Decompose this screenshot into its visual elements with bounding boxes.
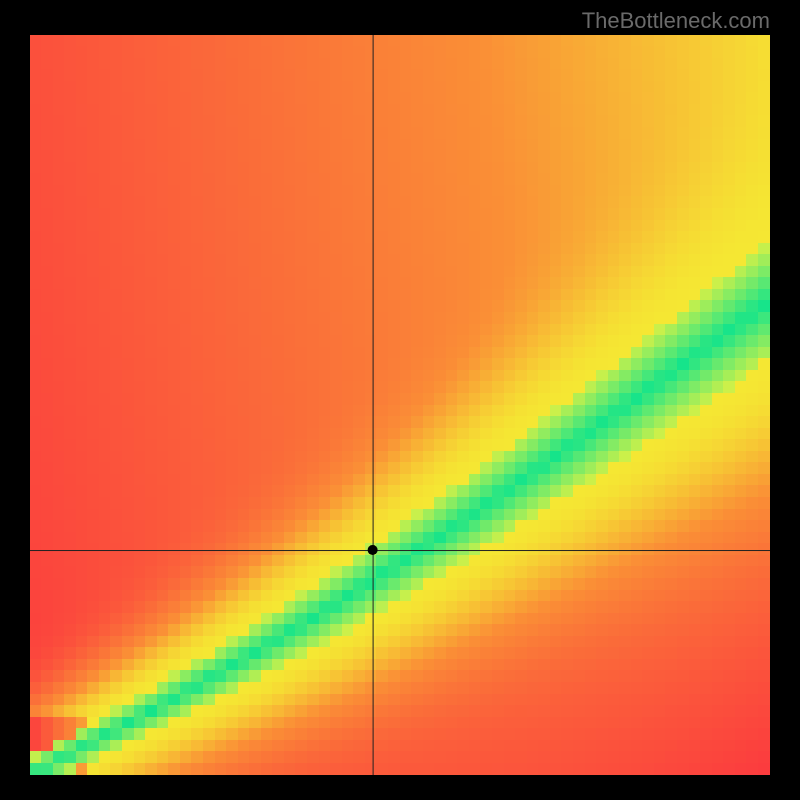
heatmap-plot <box>30 35 770 775</box>
chart-container: TheBottleneck.com <box>0 0 800 800</box>
watermark-text: TheBottleneck.com <box>582 8 770 34</box>
heatmap-canvas <box>30 35 770 775</box>
